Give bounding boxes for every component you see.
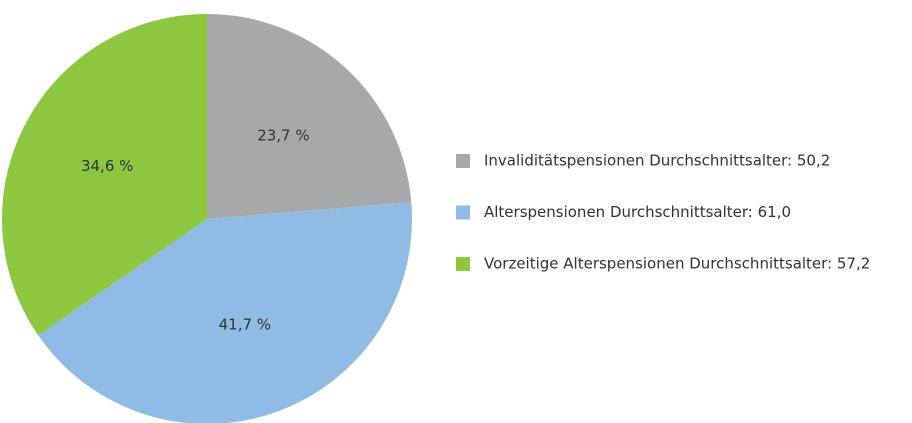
- legend-swatch: [456, 257, 470, 271]
- legend-label: Vorzeitige Alterspensionen Durchschnitts…: [484, 255, 870, 273]
- pie-slice: [207, 14, 412, 219]
- legend-swatch: [456, 205, 470, 220]
- legend-swatch: [456, 154, 470, 168]
- legend-label: Invaliditätspensionen Durchschnittsalter…: [484, 152, 830, 170]
- slice-label: 41,7 %: [219, 316, 271, 334]
- pie-slice: [38, 202, 412, 423]
- slice-label: 34,6 %: [81, 157, 133, 175]
- legend-label: Alterspensionen Durchschnittsalter: 61,0: [484, 203, 791, 221]
- pie-slice: [1, 14, 207, 336]
- slice-label: 23,7 %: [257, 127, 309, 145]
